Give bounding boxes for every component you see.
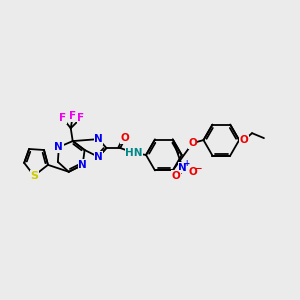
Text: N: N bbox=[94, 134, 103, 144]
Text: S: S bbox=[30, 171, 38, 181]
Text: N: N bbox=[178, 163, 187, 173]
Text: O: O bbox=[240, 135, 248, 145]
Text: O: O bbox=[171, 171, 180, 181]
Text: F: F bbox=[59, 113, 66, 123]
Text: N: N bbox=[55, 142, 63, 152]
Text: +: + bbox=[184, 159, 190, 168]
Text: N: N bbox=[94, 152, 103, 162]
Text: −: − bbox=[194, 164, 201, 173]
Text: O: O bbox=[188, 138, 197, 148]
Text: N: N bbox=[78, 160, 87, 170]
Text: O: O bbox=[121, 133, 130, 143]
Text: O: O bbox=[188, 167, 197, 177]
Text: F: F bbox=[77, 113, 84, 123]
Text: F: F bbox=[69, 111, 76, 121]
Text: HN: HN bbox=[125, 148, 143, 158]
